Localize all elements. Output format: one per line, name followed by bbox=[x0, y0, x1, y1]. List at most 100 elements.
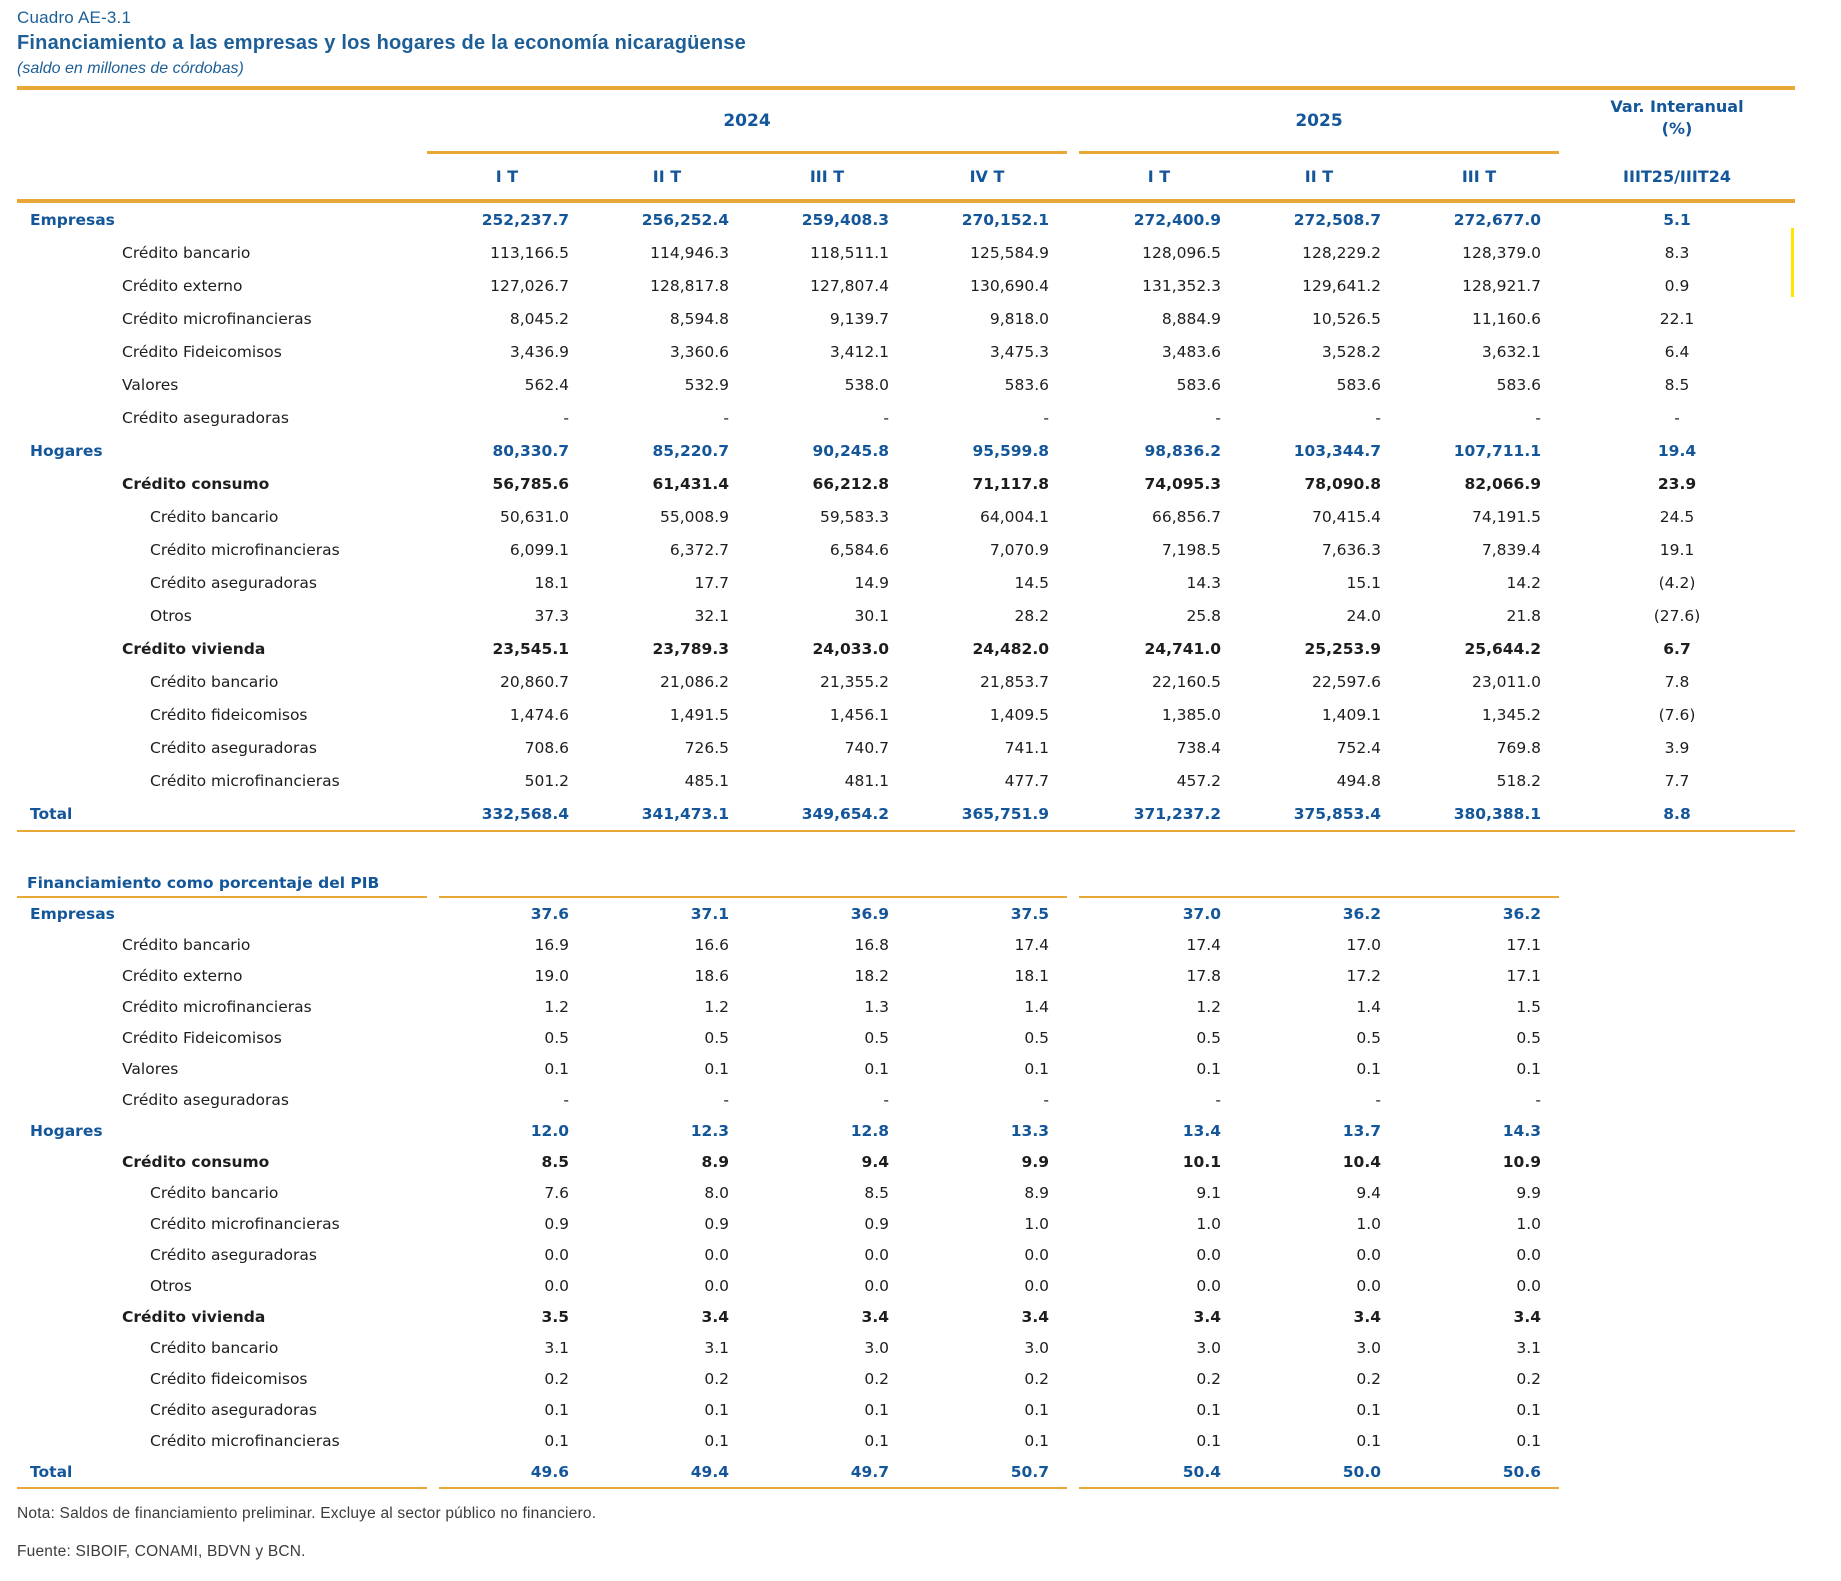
quarter-header-2024-4: IV T bbox=[969, 167, 1005, 186]
value-cell: 501.2 bbox=[524, 771, 569, 790]
top-rule bbox=[17, 86, 1795, 90]
table-code: Cuadro AE-3.1 bbox=[17, 8, 132, 27]
source-line: Fuente: SIBOIF, CONAMI, BDVN y BCN. bbox=[17, 1543, 306, 1560]
value-cell: 1.0 bbox=[1356, 1214, 1381, 1233]
value-cell: - bbox=[563, 1090, 569, 1109]
value-cell: 0.5 bbox=[1516, 1028, 1541, 1047]
section-pib-title: Financiamiento como porcentaje del PIB bbox=[27, 874, 380, 892]
value-cell: 32.1 bbox=[694, 606, 729, 625]
value-cell: 17.1 bbox=[1506, 935, 1541, 954]
value-cell: 1.2 bbox=[1196, 997, 1221, 1016]
value-cell: 365,751.9 bbox=[961, 804, 1049, 823]
value-cell: 49.6 bbox=[530, 1462, 569, 1481]
value-cell: 272,677.0 bbox=[1453, 210, 1541, 229]
value-cell: 583.6 bbox=[1496, 375, 1541, 394]
var-cell: - bbox=[1674, 408, 1680, 427]
value-cell: 12.3 bbox=[690, 1121, 729, 1140]
value-cell: - bbox=[723, 408, 729, 427]
value-cell: 22,597.6 bbox=[1311, 672, 1381, 691]
row-label: Crédito aseguradoras bbox=[150, 738, 317, 757]
saldo-row-cr-dito-microfinancieras: Crédito microfinancieras 8,045.2 8,594.8 9,… bbox=[17, 302, 1795, 335]
value-cell: 6,099.1 bbox=[509, 540, 569, 559]
saldo-row-cr-dito-aseguradoras: Crédito aseguradoras - - - - - - - - bbox=[17, 401, 1795, 434]
value-cell: 23,011.0 bbox=[1471, 672, 1541, 691]
saldo-row-hogares: Hogares 80,330.7 85,220.7 90,245.8 95,599.8 9… bbox=[17, 434, 1795, 467]
saldo-row-cr-dito-microfinancieras: Crédito microfinancieras 6,099.1 6,372.7 6,… bbox=[17, 533, 1795, 566]
value-cell: 0.2 bbox=[704, 1369, 729, 1388]
saldo-row-otros: Otros 37.3 32.1 30.1 28.2 25.8 24.0 21.8 (27.6) bbox=[17, 599, 1795, 632]
value-cell: - bbox=[1215, 408, 1221, 427]
value-cell: 1,456.1 bbox=[829, 705, 889, 724]
value-cell: 272,400.9 bbox=[1133, 210, 1221, 229]
value-cell: 18.1 bbox=[1014, 966, 1049, 985]
value-cell: 0.9 bbox=[704, 1214, 729, 1233]
value-cell: 0.1 bbox=[1196, 1431, 1221, 1450]
value-cell: 17.4 bbox=[1014, 935, 1049, 954]
value-cell: 1,345.2 bbox=[1481, 705, 1541, 724]
value-cell: 74,191.5 bbox=[1471, 507, 1541, 526]
value-cell: 270,152.1 bbox=[961, 210, 1049, 229]
value-cell: 130,690.4 bbox=[970, 276, 1049, 295]
value-cell: 36.9 bbox=[850, 904, 889, 923]
pib-row-cr-dito-bancario: Crédito bancario 16.9 16.6 16.8 17.4 17.4 17.0… bbox=[17, 929, 1795, 960]
value-cell: 103,344.7 bbox=[1293, 441, 1381, 460]
bottom-rule-2024-segment bbox=[439, 1487, 1067, 1489]
value-cell: 0.2 bbox=[1516, 1369, 1541, 1388]
value-cell: 50.4 bbox=[1182, 1462, 1221, 1481]
value-cell: 61,431.4 bbox=[652, 474, 730, 493]
value-cell: 7,636.3 bbox=[1321, 540, 1381, 559]
row-label: Crédito bancario bbox=[122, 243, 251, 262]
value-cell: 3,412.1 bbox=[829, 342, 889, 361]
value-cell: 3.1 bbox=[1516, 1338, 1541, 1357]
value-cell: 0.1 bbox=[1516, 1431, 1541, 1450]
pib-row-total: Total 49.6 49.4 49.7 50.7 50.4 50.0 50.6 bbox=[17, 1456, 1795, 1487]
row-label: Crédito aseguradoras bbox=[150, 1400, 317, 1419]
value-cell: 0.1 bbox=[1356, 1400, 1381, 1419]
value-cell: 259,408.3 bbox=[801, 210, 889, 229]
pib-row-otros: Otros 0.0 0.0 0.0 0.0 0.0 0.0 0.0 bbox=[17, 1270, 1795, 1301]
value-cell: 769.8 bbox=[1496, 738, 1541, 757]
value-cell: - bbox=[1043, 408, 1049, 427]
value-cell: 8.9 bbox=[701, 1152, 729, 1171]
var-cell: 6.4 bbox=[1664, 342, 1690, 361]
value-cell: 21,355.2 bbox=[819, 672, 889, 691]
var-cell: 0.9 bbox=[1664, 276, 1690, 295]
row-label: Crédito aseguradoras bbox=[122, 1090, 289, 1109]
pib-row-cr-dito-externo: Crédito externo 19.0 18.6 18.2 18.1 17.8 17.2 1… bbox=[17, 960, 1795, 991]
var-cell: 24.5 bbox=[1659, 507, 1695, 526]
value-cell: 10.9 bbox=[1502, 1152, 1541, 1171]
value-cell: 8,045.2 bbox=[509, 309, 569, 328]
value-cell: 9,139.7 bbox=[829, 309, 889, 328]
pib-2024-rule bbox=[439, 868, 1067, 898]
pib-row-cr-dito-microfinancieras: Crédito microfinancieras 1.2 1.2 1.3 1.4 1.2 1… bbox=[17, 991, 1795, 1022]
value-cell: 7,198.5 bbox=[1161, 540, 1221, 559]
value-cell: 0.0 bbox=[704, 1245, 729, 1264]
pib-row-empresas: Empresas 37.6 37.1 36.9 37.5 37.0 36.2 36.2 bbox=[17, 898, 1795, 929]
value-cell: 0.1 bbox=[1356, 1431, 1381, 1450]
var-cell: 6.7 bbox=[1663, 639, 1691, 658]
value-cell: 3,360.6 bbox=[669, 342, 729, 361]
saldo-row-cr-dito-vivienda: Crédito vivienda 23,545.1 23,789.3 24,033.0… bbox=[17, 632, 1795, 665]
value-cell: 71,117.8 bbox=[972, 474, 1050, 493]
note-line: Nota: Saldos de financiamiento prelimina… bbox=[17, 1505, 597, 1522]
value-cell: 3.0 bbox=[864, 1338, 889, 1357]
value-cell: 25.8 bbox=[1186, 606, 1221, 625]
column-header: 2024 2025 Var. Interanual (%) I T II T III… bbox=[17, 90, 1795, 199]
value-cell: 17.0 bbox=[1346, 935, 1381, 954]
page-heading: Cuadro AE-3.1 Financiamiento a las empre… bbox=[17, 8, 1795, 86]
value-cell: 49.7 bbox=[850, 1462, 889, 1481]
value-cell: 14.2 bbox=[1506, 573, 1541, 592]
row-label: Crédito Fideicomisos bbox=[122, 1028, 282, 1047]
value-cell: 24.0 bbox=[1346, 606, 1381, 625]
value-cell: 485.1 bbox=[684, 771, 729, 790]
value-cell: 90,245.8 bbox=[812, 441, 890, 460]
value-cell: 10.1 bbox=[1182, 1152, 1221, 1171]
saldo-total-rule bbox=[17, 830, 1795, 832]
value-cell: 50,631.0 bbox=[499, 507, 569, 526]
value-cell: 0.0 bbox=[544, 1245, 569, 1264]
value-cell: 125,584.9 bbox=[970, 243, 1049, 262]
value-cell: 0.5 bbox=[704, 1028, 729, 1047]
value-cell: 12.8 bbox=[850, 1121, 889, 1140]
var-cell: 8.8 bbox=[1663, 804, 1691, 823]
row-label: Crédito bancario bbox=[150, 1338, 279, 1357]
